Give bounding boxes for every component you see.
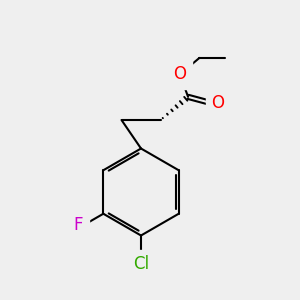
Text: F: F xyxy=(74,216,83,234)
Text: O: O xyxy=(173,65,186,83)
Text: O: O xyxy=(212,94,225,112)
Text: Cl: Cl xyxy=(133,255,149,273)
